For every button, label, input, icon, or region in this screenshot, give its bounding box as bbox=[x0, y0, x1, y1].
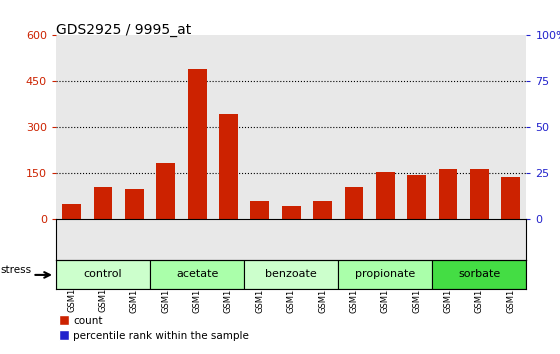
Bar bbox=[282, 206, 301, 219]
Bar bbox=[156, 163, 175, 219]
Bar bbox=[94, 187, 113, 219]
Bar bbox=[62, 204, 81, 219]
Bar bbox=[219, 114, 238, 219]
Bar bbox=[438, 169, 458, 219]
Bar bbox=[407, 175, 426, 219]
Text: benzoate: benzoate bbox=[265, 269, 317, 279]
Text: propionate: propionate bbox=[355, 269, 416, 279]
Bar bbox=[244, 260, 338, 289]
Bar bbox=[376, 172, 395, 219]
Bar bbox=[313, 201, 332, 219]
Bar bbox=[188, 69, 207, 219]
Bar bbox=[432, 260, 526, 289]
Text: control: control bbox=[84, 269, 122, 279]
Bar bbox=[125, 189, 144, 219]
Bar bbox=[250, 201, 269, 219]
Bar bbox=[344, 187, 363, 219]
Bar bbox=[501, 177, 520, 219]
Text: sorbate: sorbate bbox=[458, 269, 501, 279]
Bar bbox=[56, 260, 150, 289]
Text: stress: stress bbox=[0, 265, 31, 275]
Bar bbox=[470, 169, 489, 219]
Legend: count, percentile rank within the sample: count, percentile rank within the sample bbox=[55, 312, 253, 345]
Text: acetate: acetate bbox=[176, 269, 218, 279]
Bar bbox=[150, 260, 244, 289]
Bar bbox=[338, 260, 432, 289]
Text: GDS2925 / 9995_at: GDS2925 / 9995_at bbox=[56, 23, 192, 37]
